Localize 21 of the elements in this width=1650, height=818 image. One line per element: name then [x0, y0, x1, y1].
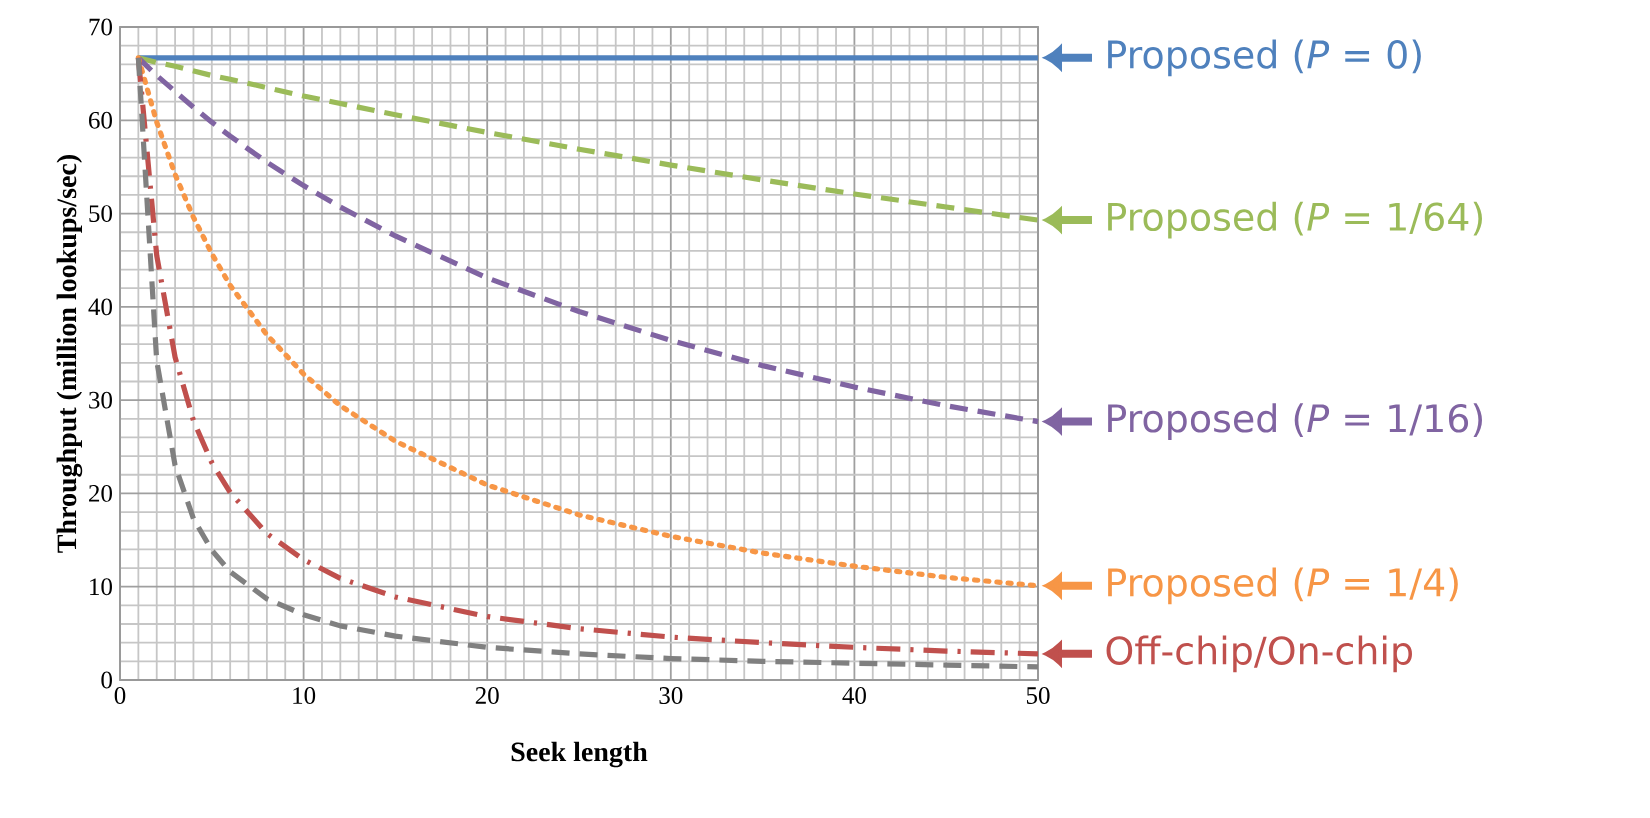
y-tick-label: 30	[89, 391, 112, 409]
x-tick-label: 30	[659, 687, 683, 704]
y-tick-label: 0	[101, 671, 112, 689]
x-tick-label: 50	[1026, 687, 1050, 704]
legend-label: Proposed (P = 0)	[1108, 39, 1421, 77]
y-tick-label: 10	[90, 578, 112, 596]
x-axis-title: Seek length	[511, 741, 648, 768]
legend-label: Proposed (P = 1/64)	[1108, 201, 1482, 239]
y-tick-label: 70	[89, 18, 112, 36]
y-tick-label: 20	[89, 484, 112, 502]
y-axis-title: Throughput (million lookups/sec)	[56, 155, 83, 553]
y-tick-label: 60	[89, 111, 112, 129]
x-tick-label: 40	[842, 687, 866, 704]
y-tick-label: 40	[88, 298, 112, 316]
x-tick-label: 10	[293, 687, 316, 704]
legend-label: Proposed (P = 1/4)	[1108, 567, 1458, 605]
x-tick-label: 0	[114, 687, 126, 704]
legend-label: Proposed (P = 1/16)	[1108, 403, 1482, 440]
legend-label: Off-chip/On-chip	[1106, 635, 1412, 673]
x-tick-label: 20	[475, 687, 499, 704]
y-tick-label: 50	[89, 205, 112, 223]
